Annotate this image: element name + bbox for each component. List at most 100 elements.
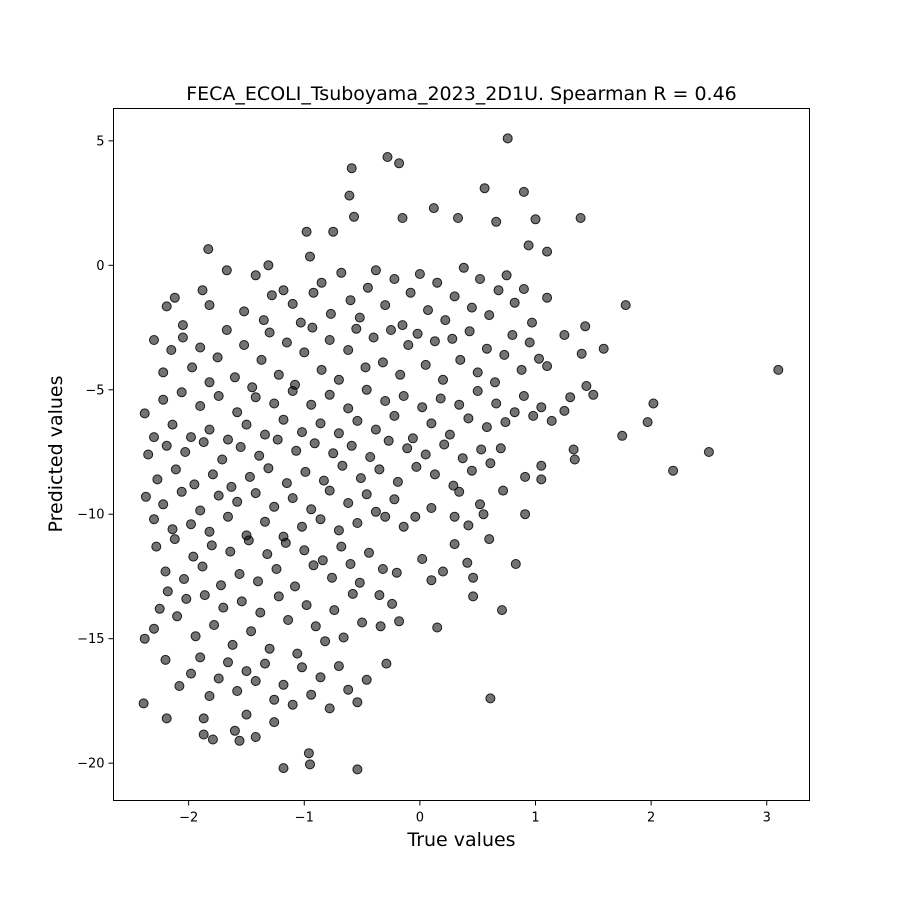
y-tick-label: −10 bbox=[77, 508, 104, 523]
data-point bbox=[575, 213, 586, 223]
data-point bbox=[216, 580, 226, 591]
data-point bbox=[278, 763, 289, 774]
data-point bbox=[407, 433, 418, 444]
data-point bbox=[507, 330, 518, 340]
data-point bbox=[484, 534, 495, 545]
data-point bbox=[204, 300, 215, 311]
data-point bbox=[417, 402, 428, 413]
data-point bbox=[199, 590, 210, 601]
data-point bbox=[204, 424, 215, 435]
data-point bbox=[305, 251, 315, 262]
data-point bbox=[195, 342, 206, 353]
data-point bbox=[263, 463, 274, 474]
data-point bbox=[167, 524, 178, 535]
data-point bbox=[158, 499, 169, 510]
data-point bbox=[394, 158, 405, 169]
data-point bbox=[374, 464, 385, 475]
data-point bbox=[254, 450, 265, 461]
data-point bbox=[306, 504, 317, 515]
data-point bbox=[527, 317, 537, 328]
data-point bbox=[501, 270, 512, 281]
data-point bbox=[343, 345, 354, 355]
data-point bbox=[429, 336, 440, 347]
data-point bbox=[454, 486, 465, 497]
data-point bbox=[221, 325, 232, 335]
data-point bbox=[568, 444, 579, 455]
data-point bbox=[530, 214, 541, 225]
data-point bbox=[158, 394, 169, 405]
data-point bbox=[226, 481, 237, 492]
data-point bbox=[464, 326, 475, 337]
data-point bbox=[324, 335, 335, 345]
data-point bbox=[402, 443, 413, 454]
data-point bbox=[225, 546, 236, 557]
data-point bbox=[203, 244, 214, 255]
y-tick-label: −15 bbox=[77, 632, 104, 647]
data-point bbox=[410, 511, 421, 522]
data-point bbox=[617, 430, 628, 441]
data-point bbox=[565, 392, 576, 403]
data-point bbox=[362, 282, 373, 293]
data-point bbox=[377, 564, 388, 574]
data-point bbox=[354, 577, 365, 588]
data-point bbox=[161, 713, 172, 724]
data-point bbox=[361, 674, 372, 685]
data-point bbox=[598, 343, 609, 354]
data-point bbox=[297, 662, 307, 673]
data-point bbox=[305, 759, 315, 770]
data-point bbox=[476, 444, 487, 455]
y-axis-label: Predicted values bbox=[45, 375, 67, 532]
data-point bbox=[502, 133, 513, 144]
data-point bbox=[217, 454, 228, 465]
data-point bbox=[345, 559, 356, 569]
data-point bbox=[523, 240, 534, 251]
data-point bbox=[149, 514, 159, 525]
data-point bbox=[380, 396, 391, 406]
data-point bbox=[351, 323, 362, 334]
data-point bbox=[475, 274, 485, 284]
data-point bbox=[255, 607, 266, 618]
data-point bbox=[307, 322, 318, 333]
data-point bbox=[391, 567, 402, 578]
data-point bbox=[244, 471, 255, 482]
data-point bbox=[207, 734, 218, 745]
data-point bbox=[516, 364, 527, 375]
data-point bbox=[195, 401, 206, 411]
data-point bbox=[198, 729, 209, 740]
data-point bbox=[269, 398, 280, 409]
data-point bbox=[189, 479, 200, 490]
data-point bbox=[580, 321, 591, 332]
data-point bbox=[195, 652, 206, 663]
data-point bbox=[346, 440, 357, 451]
data-point bbox=[559, 405, 570, 416]
data-point bbox=[297, 521, 307, 532]
data-point bbox=[139, 633, 150, 644]
x-tick-label: 0 bbox=[416, 811, 424, 826]
data-point bbox=[347, 588, 358, 599]
x-axis: −2 −1 0 1 2 3 bbox=[179, 800, 771, 826]
data-point bbox=[229, 372, 240, 383]
data-point bbox=[361, 384, 372, 395]
data-point bbox=[338, 632, 349, 643]
data-point bbox=[491, 398, 502, 409]
data-point bbox=[158, 367, 169, 378]
data-point bbox=[223, 434, 233, 445]
data-point bbox=[300, 466, 311, 477]
data-point bbox=[426, 503, 437, 513]
data-point bbox=[278, 679, 289, 690]
data-point bbox=[414, 269, 425, 279]
data-point bbox=[198, 437, 209, 448]
data-point bbox=[420, 449, 431, 460]
data-point bbox=[620, 300, 631, 311]
data-point bbox=[534, 353, 544, 364]
data-point bbox=[317, 555, 328, 566]
data-point bbox=[559, 330, 570, 340]
data-point bbox=[336, 267, 347, 278]
data-point bbox=[368, 332, 379, 343]
data-point bbox=[481, 422, 492, 433]
data-point bbox=[500, 417, 511, 428]
data-point bbox=[329, 605, 340, 616]
data-point bbox=[278, 285, 289, 296]
points-layer bbox=[138, 133, 784, 775]
data-point bbox=[253, 576, 263, 587]
